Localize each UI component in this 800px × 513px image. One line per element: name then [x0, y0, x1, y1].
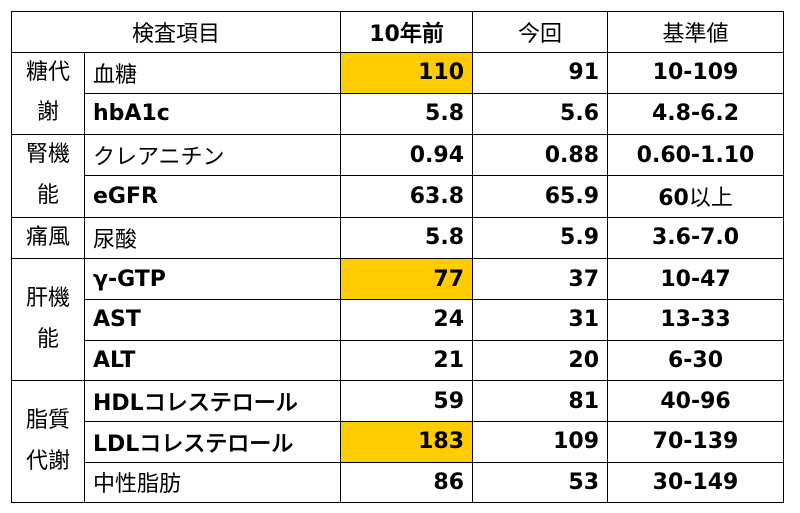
value-ten-years-ago: 24	[340, 298, 474, 341]
category-label: 能	[36, 182, 59, 208]
test-item-name: γ-GTP	[83, 258, 342, 300]
value-current: 5.6	[472, 92, 609, 136]
test-item-name: LDLコレステロール	[83, 420, 342, 463]
table-row: eGFR 63.8 65.9 60以上	[12, 175, 785, 218]
test-item-name: 血糖	[83, 51, 342, 94]
reference-range: 0.60-1.10	[607, 134, 785, 177]
table-row: AST 24 31 13-33	[12, 298, 785, 341]
test-item-name: AST	[83, 298, 342, 341]
test-item-name: HDLコレステロール	[83, 380, 342, 422]
table-row: hbA1c 5.8 5.6 4.8-6.2	[12, 92, 785, 136]
reference-range: 4.8-6.2	[607, 92, 785, 136]
table-row: 脂質 代謝 HDLコレステロール 59 81 40-96	[11, 380, 785, 504]
lab-results-table: 検査項目 10年前 今回 基準値 糖代謝血糖 110 91 10-109 hbA1c 5.…	[10, 11, 785, 504]
value-current: 91	[472, 51, 609, 94]
value-current: 0.88	[472, 134, 609, 177]
value-ten-years-ago: 0.94	[340, 134, 474, 177]
value-current: 109	[472, 420, 609, 463]
reference-range: 10-47	[607, 258, 785, 300]
value-current: 65.9	[472, 175, 609, 218]
value-current: 31	[472, 298, 609, 341]
test-item-name: 尿酸	[83, 216, 342, 260]
header-row: 検査項目 10年前 今回 基準値	[10, 11, 785, 53]
category-cell: 痛風	[11, 216, 85, 260]
category-cell: 糖代謝	[11, 51, 85, 136]
value-ten-years-ago: 5.8	[340, 92, 474, 136]
category-label: 脂質	[25, 408, 70, 434]
header-current: 今回	[472, 11, 609, 53]
reference-range: 40-96	[607, 380, 785, 422]
reference-range: 60以上	[607, 175, 785, 218]
category-cell: 肝機能	[11, 258, 85, 382]
table-row: 痛風 尿酸 5.8 5.9 3.6-7.0	[11, 216, 785, 260]
table-row: 腎機能クレアニチン 0.94 0.88 0.60-1.10	[11, 134, 785, 218]
value-ten-years-ago: 63.8	[340, 175, 474, 218]
category-cell: 腎機能	[11, 134, 85, 218]
category-label: 能	[36, 326, 59, 352]
table-row: 中性脂肪 86 53 30-149	[12, 461, 785, 504]
value-ten-years-ago: 183	[340, 420, 474, 463]
reference-range: 3.6-7.0	[607, 216, 785, 260]
value-ten-years-ago: 110	[340, 51, 474, 94]
category-cell: 脂質 代謝	[11, 380, 85, 504]
category-label: 痛風	[25, 224, 70, 250]
reference-range: 10-109	[607, 51, 785, 94]
value-ten-years-ago: 21	[340, 339, 474, 382]
test-item-name: クレアニチン	[83, 134, 342, 177]
category-label: 糖代	[25, 59, 70, 85]
value-current: 5.9	[472, 216, 609, 260]
table-row: LDLコレステロール 183 109 70-139	[12, 420, 785, 463]
test-item-name: 中性脂肪	[83, 461, 342, 504]
header-ten-years-ago: 10年前	[340, 11, 474, 53]
value-ten-years-ago: 59	[340, 380, 474, 422]
test-item-name: hbA1c	[83, 92, 342, 136]
category-label: 代謝	[25, 448, 70, 474]
value-current: 81	[472, 380, 609, 422]
category-label: 腎機	[25, 142, 70, 168]
table-row: ALT 21 20 6-30	[12, 339, 785, 382]
table-row: 糖代謝血糖 110 91 10-109	[11, 51, 785, 136]
value-ten-years-ago: 77	[340, 258, 474, 300]
table-row: 肝機能 γ-GTP 77 37 10-47	[11, 258, 785, 382]
value-current: 20	[472, 339, 609, 382]
header-reference: 基準値	[607, 11, 785, 53]
value-ten-years-ago: 5.8	[340, 216, 474, 260]
value-ten-years-ago: 86	[340, 461, 474, 504]
value-current: 37	[472, 258, 609, 300]
category-label: 謝	[36, 100, 59, 126]
lab-results-body: 検査項目 10年前 今回 基準値 糖代謝血糖 110 91 10-109 hbA1c 5.…	[10, 11, 785, 504]
test-item-name: ALT	[83, 339, 342, 382]
test-item-name: eGFR	[83, 175, 342, 218]
header-item: 検査項目	[10, 11, 342, 53]
reference-range: 6-30	[607, 339, 785, 382]
reference-range: 30-149	[607, 461, 785, 504]
reference-range: 13-33	[607, 298, 785, 341]
reference-range: 70-139	[607, 420, 785, 463]
category-label: 肝機	[25, 286, 70, 312]
value-current: 53	[472, 461, 609, 504]
